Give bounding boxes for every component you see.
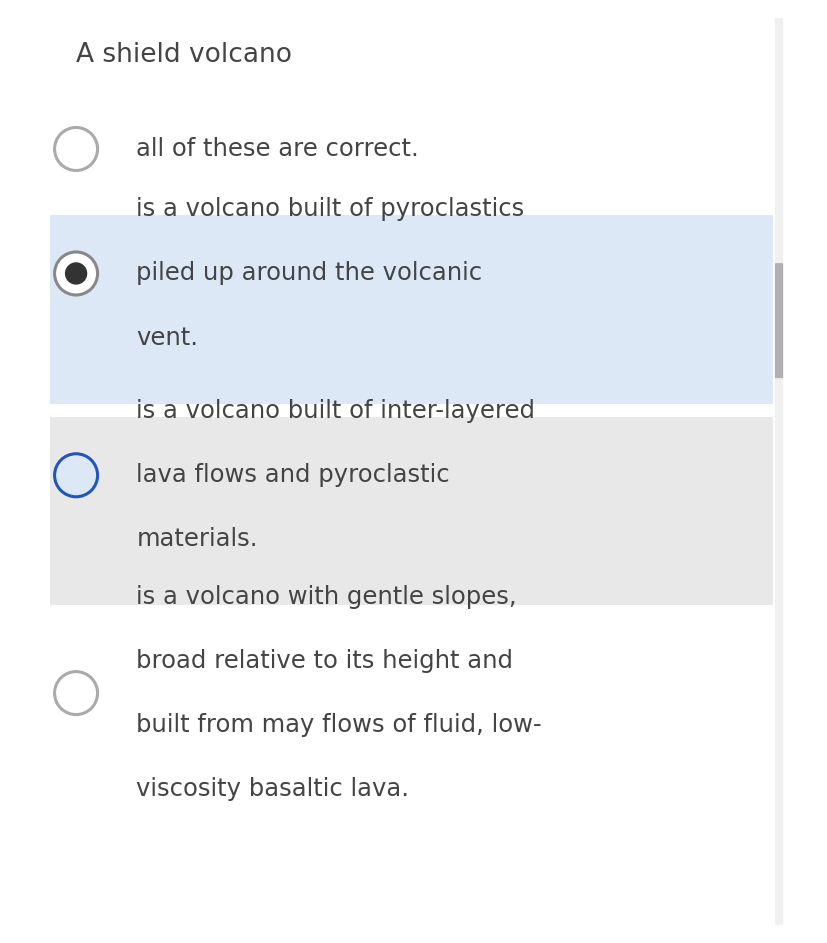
Text: is a volcano built of pyroclastics: is a volcano built of pyroclastics: [136, 197, 524, 222]
Text: is a volcano built of inter-layered: is a volcano built of inter-layered: [136, 399, 535, 423]
Text: built from may flows of fluid, low-: built from may flows of fluid, low-: [136, 713, 542, 737]
Ellipse shape: [55, 671, 98, 715]
FancyBboxPatch shape: [775, 18, 783, 925]
Ellipse shape: [55, 252, 98, 295]
Ellipse shape: [55, 127, 98, 171]
Text: vent.: vent.: [136, 325, 198, 350]
Text: broad relative to its height and: broad relative to its height and: [136, 649, 514, 673]
Text: is a volcano with gentle slopes,: is a volcano with gentle slopes,: [136, 585, 517, 609]
Text: materials.: materials.: [136, 527, 258, 552]
Text: viscosity basaltic lava.: viscosity basaltic lava.: [136, 777, 409, 802]
FancyBboxPatch shape: [775, 263, 783, 378]
Text: piled up around the volcanic: piled up around the volcanic: [136, 261, 483, 286]
Text: lava flows and pyroclastic: lava flows and pyroclastic: [136, 463, 450, 488]
Text: all of these are correct.: all of these are correct.: [136, 137, 419, 161]
Ellipse shape: [65, 262, 88, 285]
Text: A shield volcano: A shield volcano: [76, 42, 292, 69]
Bar: [50, 417, 773, 605]
Bar: [50, 215, 773, 404]
Ellipse shape: [55, 454, 98, 497]
